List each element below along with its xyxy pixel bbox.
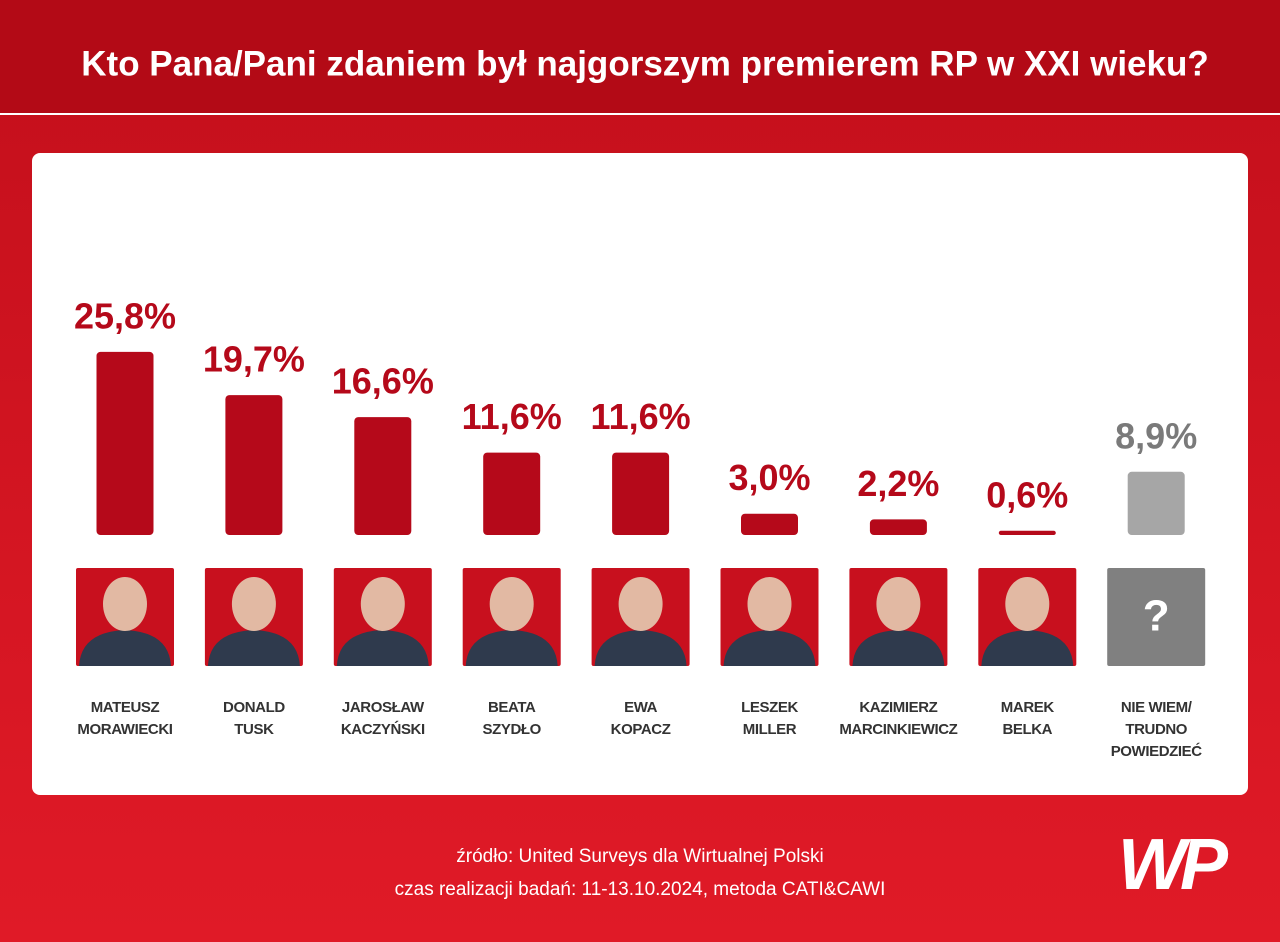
portrait-head xyxy=(876,577,921,631)
note: czas realizacji badań: 11-13.10.2024, me… xyxy=(395,879,886,900)
header xyxy=(0,0,1280,113)
bar xyxy=(612,452,670,535)
portrait-body xyxy=(594,630,687,666)
value-label: 2,2% xyxy=(857,463,939,504)
category-label: MAREK BELKA xyxy=(1001,699,1055,738)
portrait-body xyxy=(79,630,171,666)
unknown-icon: ? xyxy=(1143,592,1170,641)
portrait-body xyxy=(723,630,816,666)
portrait-head xyxy=(489,577,534,631)
category-line: MAREK xyxy=(1001,699,1055,716)
portrait-head xyxy=(747,577,792,631)
category-line: SZYDŁO xyxy=(482,721,541,738)
value-label: 25,8% xyxy=(74,295,176,336)
category-label: BEATA SZYDŁO xyxy=(482,699,541,738)
value-label: 11,6% xyxy=(462,396,562,437)
portrait-head xyxy=(231,577,276,631)
category-line: TRUDNO xyxy=(1125,721,1187,738)
category-label: KAZIMIERZ MARCINKIEWICZ xyxy=(839,699,957,738)
bar xyxy=(741,513,798,535)
category-line: MATEUSZ xyxy=(91,699,160,716)
header-rule xyxy=(0,113,1280,115)
category-label: JAROSŁAW KACZYŃSKI xyxy=(341,699,425,738)
category-line: MORAWIECKI xyxy=(77,721,172,738)
category-line: NIE WIEM/ xyxy=(1121,699,1193,716)
category-line: TUSK xyxy=(234,721,274,738)
value-label: 11,6% xyxy=(591,396,691,437)
value-label: 16,6% xyxy=(332,361,434,402)
portrait-head xyxy=(360,577,405,631)
portrait-body xyxy=(207,630,300,666)
portrait-body xyxy=(336,630,429,666)
category-label: LESZEK MILLER xyxy=(741,699,798,738)
bar xyxy=(96,351,154,535)
portrait-head xyxy=(618,577,663,631)
value-label: 19,7% xyxy=(203,339,305,380)
value-label: 3,0% xyxy=(728,457,810,498)
category-line: LESZEK xyxy=(741,699,798,716)
category-line: BEATA xyxy=(488,699,536,716)
portrait-body xyxy=(981,630,1074,666)
chart-title: Kto Pana/Pani zdaniem był najgorszym pre… xyxy=(81,44,1208,83)
portrait-body xyxy=(465,630,558,666)
category-label: EWA KOPACZ xyxy=(611,699,671,738)
portrait-body xyxy=(852,630,945,666)
bar xyxy=(225,395,283,535)
portrait-head xyxy=(103,577,147,631)
category-line: KACZYŃSKI xyxy=(341,721,425,738)
value-label: 0,6% xyxy=(986,474,1068,515)
bar xyxy=(1127,471,1185,535)
category-line: DONALD xyxy=(223,699,285,716)
category-line: EWA xyxy=(624,699,658,716)
portrait-head xyxy=(1005,577,1050,631)
category-line: JAROSŁAW xyxy=(342,699,425,716)
category-label: MATEUSZ MORAWIECKI xyxy=(77,699,172,738)
category-line: MARCINKIEWICZ xyxy=(839,721,957,738)
logo: WP xyxy=(1118,825,1229,905)
source: źródło: United Surveys dla Wirtualnej Po… xyxy=(456,846,824,867)
category-line: KAZIMIERZ xyxy=(859,699,937,716)
category-line: POWIEDZIEĆ xyxy=(1111,742,1203,760)
category-label: DONALD TUSK xyxy=(223,699,285,738)
bar xyxy=(483,452,541,535)
bar xyxy=(998,530,1056,535)
category-label: NIE WIEM/TRUDNO POWIEDZIEĆ xyxy=(1111,699,1203,760)
photo xyxy=(1107,568,1206,666)
bar xyxy=(869,519,927,535)
category-line: MILLER xyxy=(743,721,797,738)
category-line: KOPACZ xyxy=(611,721,671,738)
category-line: BELKA xyxy=(1002,721,1052,738)
value-label: 8,9% xyxy=(1115,415,1197,456)
bar xyxy=(354,417,412,535)
